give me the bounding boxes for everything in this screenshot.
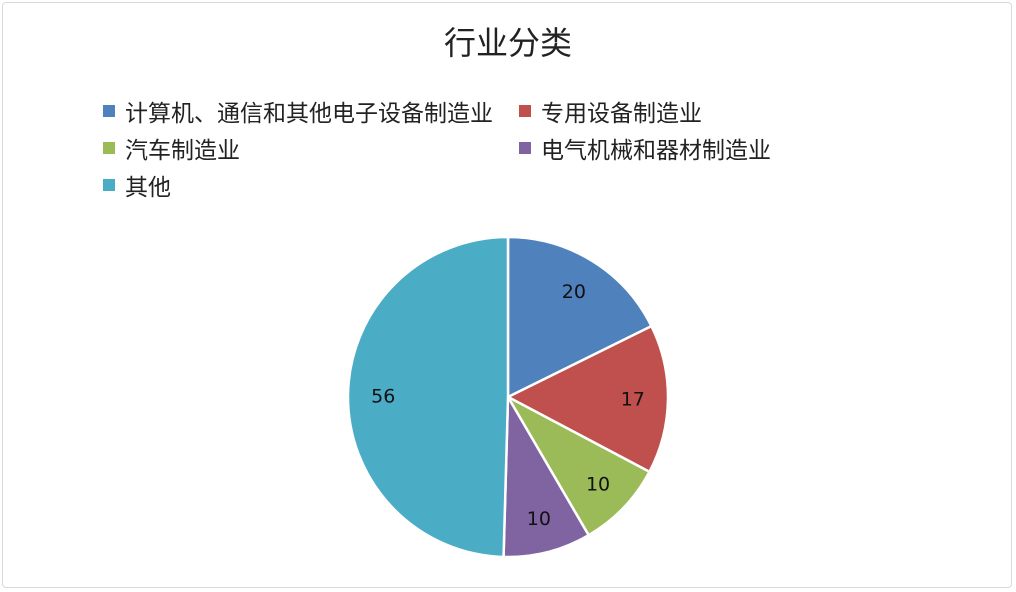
pie-slice: [504, 393, 652, 537]
legend-swatch: [103, 179, 115, 191]
legend-swatch: [519, 142, 531, 154]
data-label: 10: [527, 508, 551, 530]
pie-slice: [346, 235, 510, 559]
legend-swatch: [103, 105, 115, 117]
legend-item: 其他: [103, 168, 171, 202]
legend-swatch: [103, 142, 115, 154]
pie-slice: [506, 235, 654, 400]
legend-label: 汽车制造业: [125, 138, 240, 164]
legend-item: 计算机、通信和其他电子设备制造业: [103, 94, 493, 128]
pie-slice: [505, 324, 670, 474]
legend-item: 电气机械和器材制造业: [519, 131, 771, 165]
legend-label: 专用设备制造业: [541, 101, 702, 127]
legend-label: 电气机械和器材制造业: [541, 138, 771, 164]
legend-label: 其他: [125, 175, 171, 201]
data-label: 20: [562, 281, 586, 303]
data-label: 10: [586, 473, 610, 495]
legend-item: 专用设备制造业: [519, 94, 702, 128]
pie-slice: [502, 392, 591, 559]
legend-item: 汽车制造业: [103, 131, 240, 165]
chart-title: 行业分类: [443, 24, 572, 62]
data-label: 17: [621, 389, 645, 411]
legend-label: 计算机、通信和其他电子设备制造业: [125, 101, 493, 127]
data-label: 56: [371, 385, 395, 407]
legend-swatch: [519, 105, 531, 117]
